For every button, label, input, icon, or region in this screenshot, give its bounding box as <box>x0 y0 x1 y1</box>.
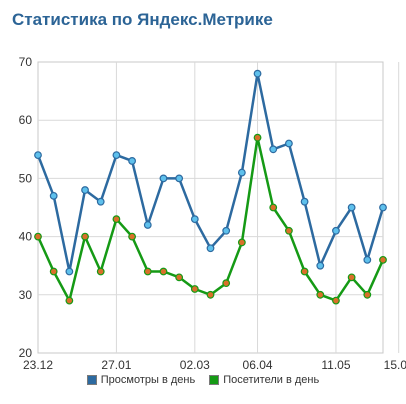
data-point <box>65 267 74 276</box>
series-group <box>34 69 387 305</box>
data-point <box>285 226 293 235</box>
data-point <box>49 267 58 276</box>
y-axis-ticks: 20 30 40 50 60 70 <box>19 55 33 360</box>
chart-title: Статистика по Яндекс.Метрике <box>12 10 273 29</box>
data-point <box>253 133 262 142</box>
data-point <box>49 191 58 200</box>
x-tick-label: 02.03 <box>180 358 210 370</box>
data-point <box>347 203 356 212</box>
x-tick-label: 15.06 <box>384 358 406 370</box>
data-point <box>300 197 309 206</box>
data-point <box>363 290 372 299</box>
data-point <box>190 215 199 224</box>
data-point <box>269 203 278 212</box>
data-point <box>379 203 387 212</box>
data-point <box>285 139 293 148</box>
data-point <box>65 296 74 305</box>
data-point <box>81 186 89 194</box>
data-point <box>206 290 215 299</box>
x-tick-label: 11.05 <box>321 358 350 370</box>
legend: Просмотры в день Посетители в день <box>0 374 406 386</box>
data-point <box>379 255 387 264</box>
data-point <box>363 255 372 264</box>
y-tick-label: 70 <box>19 55 33 69</box>
legend-label-visitors: Посетители в день <box>223 374 320 386</box>
data-point <box>96 197 105 206</box>
y-tick-label: 40 <box>19 230 33 244</box>
line-chart: 20 30 40 50 60 70 23.12 27.01 02.03 06.04 11.05 15… <box>19 55 406 370</box>
data-point <box>332 296 340 305</box>
data-point <box>347 273 356 282</box>
data-point <box>237 238 246 247</box>
data-point <box>175 273 184 282</box>
data-point <box>253 69 262 78</box>
data-point <box>222 226 231 235</box>
data-point <box>34 232 42 241</box>
data-point <box>34 151 42 160</box>
data-point <box>96 267 105 276</box>
y-tick-label: 60 <box>19 113 33 127</box>
data-point <box>175 174 184 183</box>
y-tick-label: 30 <box>19 288 33 302</box>
x-tick-label: 06.04 <box>243 358 273 370</box>
data-point <box>128 157 136 165</box>
data-point <box>316 261 325 270</box>
legend-item-views[interactable]: Просмотры в день <box>86 374 196 386</box>
data-point <box>269 145 278 154</box>
data-point <box>237 168 246 177</box>
y-tick-label: 50 <box>19 171 33 185</box>
data-point <box>159 174 168 183</box>
data-point <box>300 267 309 276</box>
legend-label-views: Просмотры в день <box>100 374 196 386</box>
data-point <box>206 244 215 253</box>
data-point <box>143 221 152 229</box>
data-point <box>222 279 231 288</box>
legend-swatch-visitors <box>209 375 220 385</box>
legend-swatch-views <box>86 375 97 385</box>
x-axis-ticks: 23.12 27.01 02.03 06.04 11.05 15.06 <box>23 358 406 370</box>
data-point <box>112 151 121 160</box>
data-point <box>316 290 325 299</box>
data-point <box>81 232 89 241</box>
plot-area <box>37 61 384 354</box>
y-tick-label: 20 <box>19 346 33 360</box>
data-point <box>128 232 136 241</box>
data-point <box>190 285 199 293</box>
x-tick-label: 23.12 <box>23 358 53 370</box>
data-point <box>112 215 121 224</box>
data-point <box>159 267 168 276</box>
data-point <box>332 226 340 235</box>
x-tick-label: 27.01 <box>101 358 131 370</box>
data-point <box>143 267 152 276</box>
legend-item-visitors[interactable]: Посетители в день <box>209 374 319 386</box>
